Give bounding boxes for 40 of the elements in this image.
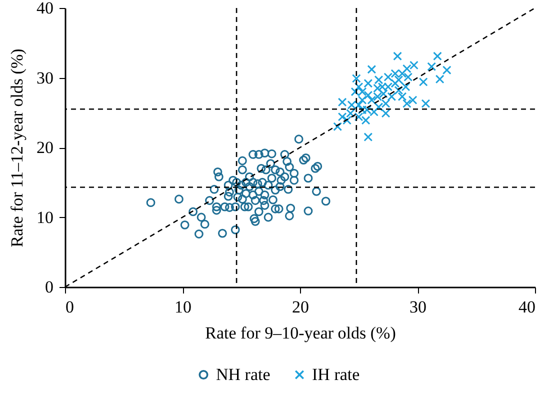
point (410, 60, 418, 70)
point (408, 96, 418, 105)
point (338, 98, 347, 107)
point (354, 100, 364, 110)
point (350, 87, 360, 96)
point (402, 99, 412, 108)
point (433, 52, 442, 61)
point (364, 90, 373, 100)
y-tick-label: 0 (45, 278, 54, 296)
x-axis-title: Rate for 9–10-year olds (%) (205, 324, 396, 342)
y-tick-label: 10 (36, 208, 54, 227)
x-tick-label: 10 (174, 298, 192, 316)
point (354, 112, 364, 122)
y-tick-label: 20 (36, 138, 54, 157)
y-tick-label: 30 (36, 68, 54, 88)
point (442, 66, 452, 75)
point (427, 62, 436, 72)
x-tick-label: 0 (66, 298, 74, 316)
legend-label: IH rate (312, 364, 360, 384)
point (418, 77, 428, 86)
point (398, 69, 407, 78)
point (364, 78, 373, 88)
y-axis-title: Rate for 11–12-year olds (%) (8, 48, 26, 248)
point (387, 92, 396, 102)
point (364, 132, 373, 142)
point (393, 52, 402, 61)
point (421, 99, 430, 108)
legend-label: NH rate (216, 364, 270, 384)
point (367, 64, 376, 74)
point (333, 122, 342, 132)
point (398, 92, 407, 102)
point (367, 96, 376, 105)
y-tick-label: 40 (36, 0, 54, 18)
point (370, 107, 378, 116)
point (338, 112, 347, 122)
point (342, 116, 352, 125)
x-tick-label: 30 (410, 298, 426, 316)
point (435, 74, 444, 84)
x-tick-label: 20 (292, 298, 309, 316)
x-tick-label: 40 (518, 298, 536, 316)
